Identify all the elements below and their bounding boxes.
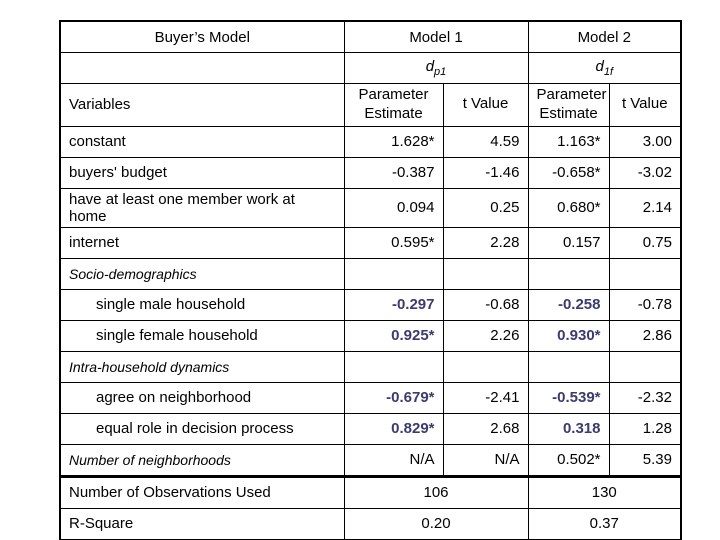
cell-model2-estimate: 0.318 bbox=[527, 412, 610, 445]
summary-value-model2: 130 bbox=[527, 474, 682, 509]
table-title: Buyer’s Model bbox=[59, 20, 345, 53]
row-label: Socio-demographics bbox=[59, 257, 345, 290]
cell-model1-estimate bbox=[343, 350, 444, 383]
summary-label: R-Square bbox=[59, 507, 345, 540]
cell-model2-tvalue: 5.39 bbox=[608, 443, 682, 477]
symbol-base: d bbox=[595, 58, 604, 75]
summary-row: Number of Observations Used 106 130 bbox=[59, 474, 682, 509]
cell-model1-tvalue: 4.59 bbox=[442, 125, 529, 158]
cell-model2-estimate: 0.930* bbox=[527, 319, 610, 352]
cell-model1-estimate bbox=[343, 257, 444, 290]
summary-label: Number of Observations Used bbox=[59, 474, 345, 509]
row-label: equal role in decision process bbox=[59, 412, 345, 445]
model1-t-value-header: t Value bbox=[442, 83, 529, 127]
header-row-columns: Variables Parameter Estimate t Value Par… bbox=[59, 83, 682, 127]
cell-model1-estimate: 0.829* bbox=[343, 412, 444, 445]
row-label: internet bbox=[59, 226, 345, 259]
cell-model2-estimate: 0.502* bbox=[527, 443, 610, 477]
header-row-models: Buyer’s Model Model 1 Model 2 bbox=[59, 20, 682, 53]
model1-header: Model 1 bbox=[343, 20, 529, 53]
table-row: single female household 0.925* 2.26 0.930* 2… bbox=[59, 319, 682, 352]
empty-header-cell bbox=[59, 52, 345, 84]
summary-value-model1: 106 bbox=[343, 474, 529, 509]
row-label: have at least one member work at home bbox=[59, 187, 345, 228]
model1-parameter-estimate-header: Parameter Estimate bbox=[343, 83, 444, 127]
cell-model2-tvalue: 2.14 bbox=[608, 187, 682, 228]
table-row: Socio-demographics bbox=[59, 257, 682, 290]
row-label: Number of neighborhoods bbox=[59, 443, 345, 477]
table-row: constant 1.628* 4.59 1.163* 3.00 bbox=[59, 125, 682, 158]
row-label: buyers' budget bbox=[59, 156, 345, 189]
table-row: single male household -0.297 -0.68 -0.258 -0… bbox=[59, 288, 682, 321]
cell-model1-tvalue: -2.41 bbox=[442, 381, 529, 414]
cell-model1-tvalue: N/A bbox=[442, 443, 529, 477]
row-label: single male household bbox=[59, 288, 345, 321]
buyers-model-results-table: Buyer’s Model Model 1 Model 2 dp1 d1f Va… bbox=[59, 20, 682, 540]
table-row: agree on neighborhood -0.679* -2.41 -0.539*… bbox=[59, 381, 682, 414]
cell-model2-tvalue bbox=[608, 257, 682, 290]
model1-dependent-variable: dp1 bbox=[343, 52, 529, 84]
cell-model1-estimate: 0.094 bbox=[343, 187, 444, 228]
symbol-subscript: p1 bbox=[434, 66, 447, 78]
header-row-symbols: dp1 d1f bbox=[59, 52, 682, 84]
cell-model1-tvalue: 2.68 bbox=[442, 412, 529, 445]
cell-model2-estimate: -0.258 bbox=[527, 288, 610, 321]
model2-dependent-variable: d1f bbox=[527, 52, 682, 84]
cell-model1-estimate: 0.595* bbox=[343, 226, 444, 259]
cell-model2-estimate: -0.539* bbox=[527, 381, 610, 414]
cell-model2-tvalue: 1.28 bbox=[608, 412, 682, 445]
cell-model2-tvalue: 3.00 bbox=[608, 125, 682, 158]
cell-model2-tvalue: -3.02 bbox=[608, 156, 682, 189]
cell-model1-tvalue bbox=[442, 257, 529, 290]
cell-model1-estimate: -0.297 bbox=[343, 288, 444, 321]
table-row: have at least one member work at home 0.0… bbox=[59, 187, 682, 228]
cell-model2-estimate bbox=[527, 257, 610, 290]
summary-row: R-Square 0.20 0.37 bbox=[59, 507, 682, 540]
cell-model1-tvalue: -1.46 bbox=[442, 156, 529, 189]
cell-model2-estimate: 0.157 bbox=[527, 226, 610, 259]
cell-model1-tvalue: -0.68 bbox=[442, 288, 529, 321]
cell-model2-tvalue: 0.75 bbox=[608, 226, 682, 259]
cell-model1-tvalue: 2.26 bbox=[442, 319, 529, 352]
variables-column-header: Variables bbox=[59, 83, 345, 127]
symbol-base: d bbox=[425, 58, 435, 75]
row-label: Intra-household dynamics bbox=[59, 350, 345, 383]
model2-parameter-estimate-header: Parameter Estimate bbox=[527, 83, 610, 127]
cell-model1-tvalue: 0.25 bbox=[442, 187, 529, 228]
cell-model2-tvalue bbox=[608, 350, 682, 383]
cell-model2-estimate: -0.658* bbox=[527, 156, 610, 189]
table-row: buyers' budget -0.387 -1.46 -0.658* -3.02 bbox=[59, 156, 682, 189]
cell-model1-estimate: 1.628* bbox=[343, 125, 444, 158]
cell-model2-estimate bbox=[527, 350, 610, 383]
cell-model1-tvalue bbox=[442, 350, 529, 383]
row-label: single female household bbox=[59, 319, 345, 352]
cell-model1-estimate: 0.925* bbox=[343, 319, 444, 352]
cell-model1-estimate: N/A bbox=[343, 443, 444, 477]
cell-model2-estimate: 0.680* bbox=[527, 187, 610, 228]
cell-model1-tvalue: 2.28 bbox=[442, 226, 529, 259]
summary-value-model2: 0.37 bbox=[527, 507, 682, 540]
cell-model2-tvalue: -0.78 bbox=[608, 288, 682, 321]
cell-model2-tvalue: 2.86 bbox=[608, 319, 682, 352]
table-row: Intra-household dynamics bbox=[59, 350, 682, 383]
model2-t-value-header: t Value bbox=[608, 83, 682, 127]
cell-model1-estimate: -0.387 bbox=[343, 156, 444, 189]
table-body: constant 1.628* 4.59 1.163* 3.00 buyers' budg… bbox=[59, 125, 682, 477]
row-label: constant bbox=[59, 125, 345, 158]
cell-model2-tvalue: -2.32 bbox=[608, 381, 682, 414]
table-row: equal role in decision process 0.829* 2.68… bbox=[59, 412, 682, 445]
table-row: Number of neighborhoods N/A N/A 0.502* 5.39 bbox=[59, 443, 682, 477]
summary-value-model1: 0.20 bbox=[343, 507, 529, 540]
symbol-subscript: 1f bbox=[603, 66, 614, 78]
row-label: agree on neighborhood bbox=[59, 381, 345, 414]
cell-model2-estimate: 1.163* bbox=[527, 125, 610, 158]
cell-model1-estimate: -0.679* bbox=[343, 381, 444, 414]
model2-header: Model 2 bbox=[527, 20, 682, 53]
table-row: internet 0.595* 2.28 0.157 0.75 bbox=[59, 226, 682, 259]
table-footer: Number of Observations Used 106 130 R-Squar… bbox=[59, 474, 682, 540]
